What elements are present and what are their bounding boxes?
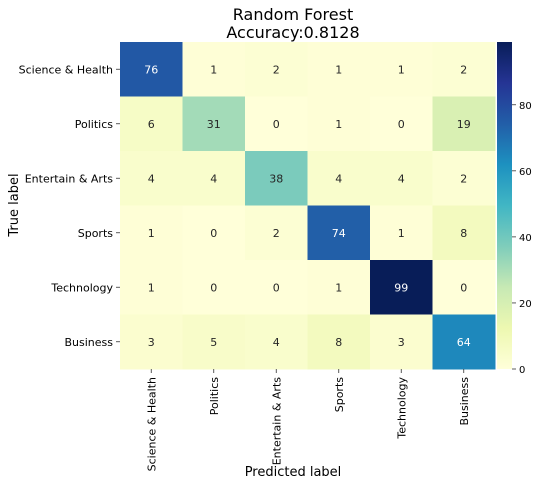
cell-value-label: 1 xyxy=(210,63,217,76)
heatmap-cell xyxy=(120,205,183,261)
colorbar-tick-label: 80 xyxy=(519,101,532,112)
cell-value-label: 4 xyxy=(148,172,155,185)
x-tick-label: Sports xyxy=(333,377,346,413)
heatmap-cell xyxy=(432,96,496,152)
heatmap-cell xyxy=(307,205,371,261)
heatmap-cell xyxy=(370,96,433,152)
x-tick-label: Science & Health xyxy=(145,377,158,471)
heatmap-cell xyxy=(182,260,246,315)
cell-value-label: 4 xyxy=(398,172,405,185)
heatmap-cell xyxy=(245,205,308,261)
cell-value-label: 0 xyxy=(398,118,405,131)
cell-value-label: 4 xyxy=(273,336,280,349)
cell-value-label: 2 xyxy=(273,63,280,76)
cell-value-label: 2 xyxy=(273,227,280,240)
y-tick-label: Business xyxy=(64,336,113,349)
heatmap-cell xyxy=(370,151,433,206)
cell-value-label: 8 xyxy=(335,336,342,349)
heatmap-cell xyxy=(245,42,308,97)
cell-value-label: 8 xyxy=(460,227,467,240)
heatmap-cell xyxy=(120,314,183,370)
heatmap-cell xyxy=(245,151,308,206)
chart-title: Random Forest xyxy=(233,5,353,24)
cell-value-label: 0 xyxy=(210,281,217,294)
chart-subtitle: Accuracy:0.8128 xyxy=(226,23,359,42)
cell-value-label: 0 xyxy=(460,281,467,294)
heatmap-cell xyxy=(432,260,496,315)
cell-value-label: 1 xyxy=(335,118,342,131)
heatmap-cell xyxy=(370,42,433,97)
heatmap-cell xyxy=(182,96,246,152)
y-tick-label: Technology xyxy=(50,281,113,294)
x-tick-labels: Science & Health Politics Entertain & Arts… xyxy=(145,369,471,471)
heatmap-cell xyxy=(182,314,246,370)
cell-value-label: 31 xyxy=(207,118,221,131)
heatmap-cell xyxy=(432,42,496,97)
heatmap-cell xyxy=(432,151,496,206)
cell-value-label: 6 xyxy=(148,118,155,131)
y-tick-label: Politics xyxy=(75,118,114,131)
heatmap-cell xyxy=(245,96,308,152)
heatmap-cell xyxy=(120,42,183,97)
heatmap-cell xyxy=(182,151,246,206)
cell-value-label: 3 xyxy=(398,336,405,349)
heatmap-cell xyxy=(245,260,308,315)
heatmap-cells: 76 1 2 1 1 2 6 31 0 1 0 19 4 4 38 4 4 2 1 0 2 74 1 8 1 0 0 1 99 0 3 5 4 8… xyxy=(120,42,496,370)
x-tick-label: Technology xyxy=(395,377,408,440)
heatmap-cell xyxy=(307,96,371,152)
cell-value-label: 38 xyxy=(269,172,283,185)
y-axis-label: True label xyxy=(7,173,22,237)
heatmap-cell xyxy=(370,205,433,261)
x-tick-label: Entertain & Arts xyxy=(270,377,283,466)
heatmap-cell xyxy=(120,260,183,315)
cell-value-label: 1 xyxy=(398,63,405,76)
cell-value-label: 19 xyxy=(457,118,471,131)
cell-value-label: 1 xyxy=(148,227,155,240)
cell-value-label: 74 xyxy=(332,227,346,240)
y-tick-label: Science & Health xyxy=(19,63,113,76)
x-axis-label: Predicted label xyxy=(245,465,342,480)
cell-value-label: 4 xyxy=(335,172,342,185)
x-tick-label: Politics xyxy=(208,377,221,416)
heatmap-cell xyxy=(370,260,433,315)
colorbar xyxy=(497,42,512,369)
cell-value-label: 2 xyxy=(460,63,467,76)
cell-value-label: 2 xyxy=(460,172,467,185)
cell-value-label: 1 xyxy=(335,63,342,76)
colorbar-tick-label: 0 xyxy=(519,365,525,376)
cell-value-label: 76 xyxy=(144,63,158,76)
colorbar-tick-label: 60 xyxy=(519,167,532,178)
cell-value-label: 0 xyxy=(210,227,217,240)
heatmap-cell xyxy=(120,151,183,206)
y-tick-labels: Science & Health Politics Entertain & Arts… xyxy=(19,63,120,349)
heatmap-cell xyxy=(432,314,496,370)
cell-value-label: 0 xyxy=(273,281,280,294)
heatmap-cell xyxy=(432,205,496,261)
cell-value-label: 0 xyxy=(273,118,280,131)
cell-value-label: 1 xyxy=(398,227,405,240)
colorbar-ticks: 0 20 40 60 80 xyxy=(512,101,532,376)
heatmap-cell xyxy=(307,151,371,206)
heatmap-cell xyxy=(370,314,433,370)
cell-value-label: 1 xyxy=(335,281,342,294)
cell-value-label: 5 xyxy=(210,336,217,349)
heatmap-cell xyxy=(182,42,246,97)
cell-value-label: 64 xyxy=(457,336,471,349)
colorbar-tick-label: 20 xyxy=(519,299,532,310)
cell-value-label: 4 xyxy=(210,172,217,185)
heatmap-cell xyxy=(182,205,246,261)
y-tick-label: Entertain & Arts xyxy=(25,172,114,185)
x-tick-label: Business xyxy=(458,377,471,426)
heatmap-cell xyxy=(307,314,371,370)
heatmap-cell xyxy=(120,96,183,152)
cell-value-label: 99 xyxy=(394,281,408,294)
y-tick-label: Sports xyxy=(78,227,114,240)
heatmap-cell xyxy=(307,260,371,315)
cell-value-label: 3 xyxy=(148,336,155,349)
heatmap-cell xyxy=(245,314,308,370)
colorbar-tick-label: 40 xyxy=(519,233,532,244)
cell-value-label: 1 xyxy=(148,281,155,294)
heatmap-cell xyxy=(307,42,371,97)
